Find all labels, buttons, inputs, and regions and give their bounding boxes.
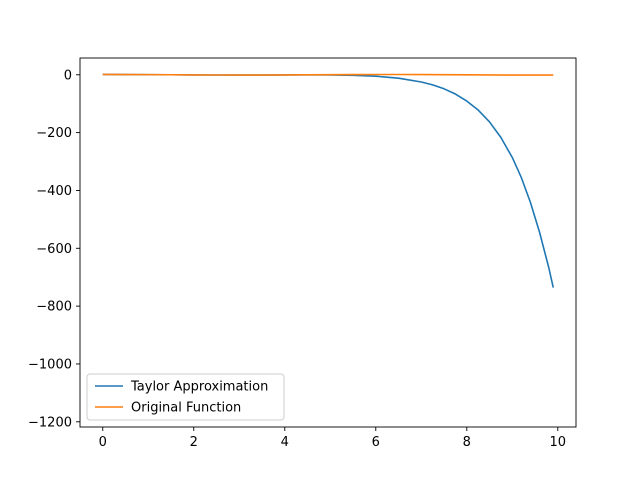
y-tick-label: −1000: [28, 357, 72, 372]
series-layer: [102, 73, 555, 288]
y-tick-label: −1200: [28, 415, 72, 430]
legend-box: [86, 373, 285, 421]
y-tick-label: −400: [36, 184, 72, 199]
x-tick-label: 6: [372, 435, 380, 450]
legend: Taylor Approximation Original Function: [86, 373, 285, 421]
y-tick-label: −600: [36, 242, 72, 257]
x-tick-label: 10: [550, 435, 567, 450]
series-line-2: [102, 73, 554, 76]
x-tick-label: 2: [190, 435, 198, 450]
plot-frame: [79, 57, 577, 428]
x-tick-label: 8: [463, 435, 471, 450]
x-tick-label: 0: [99, 435, 107, 450]
legend-label-2: Original Function: [131, 401, 241, 416]
legend-label-1: Taylor Approximation: [130, 380, 268, 395]
axes-layer: 0 2 4 6 8 10 0 −200 −400 −600 −800 −1000 −1200: [28, 57, 577, 450]
x-tick-label: 4: [281, 435, 289, 450]
y-tick-label: 0: [64, 68, 72, 83]
y-tick-label: −200: [36, 126, 72, 141]
y-tick-label: −800: [36, 300, 72, 315]
series-line-1: [102, 73, 555, 288]
